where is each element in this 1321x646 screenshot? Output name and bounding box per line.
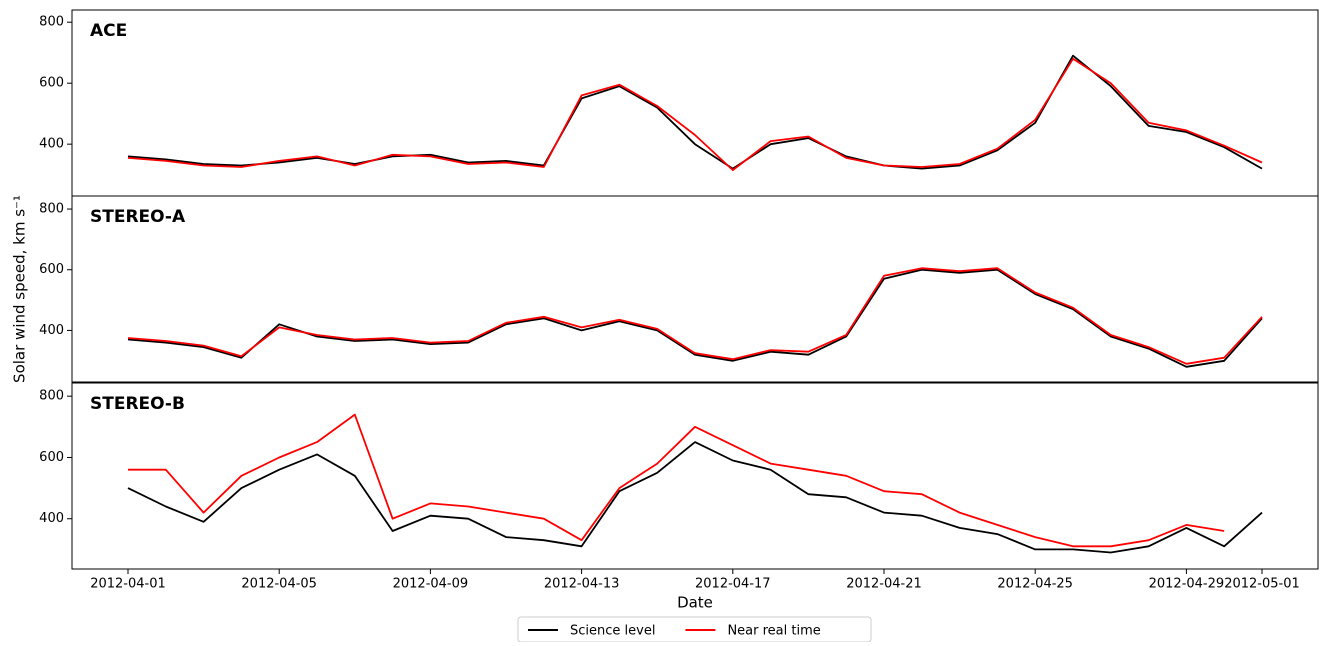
series-line: [127, 54, 1263, 170]
x-tick-label: 2012-04-25: [997, 577, 1073, 592]
x-tick-label: 2012-04-29: [1149, 577, 1225, 592]
x-tick-label: 2012-04-13: [544, 577, 620, 592]
y-tick-label: 800: [39, 15, 64, 30]
y-tick-label: 800: [39, 389, 64, 404]
legend: Science level Near real time: [517, 616, 872, 643]
panel-frame: [71, 9, 1319, 197]
x-axis-label: Date: [677, 594, 713, 612]
x-tick-label: 2012-05-01: [1224, 577, 1300, 592]
y-tick-label: 400: [39, 323, 64, 338]
y-axis-label: Solar wind speed, km s⁻¹: [11, 195, 29, 383]
series-line: [127, 441, 1263, 554]
y-tick-label: 600: [39, 262, 64, 277]
x-tick-label: 2012-04-01: [90, 577, 166, 592]
y-tick-label: 600: [39, 450, 64, 465]
x-tick-label: 2012-04-21: [846, 577, 922, 592]
y-tick-label: 800: [39, 202, 64, 217]
series-line: [127, 57, 1263, 171]
panel-title: ACE: [90, 21, 127, 41]
series-line: [127, 267, 1263, 365]
x-tick-label: 2012-04-17: [695, 577, 771, 592]
series-line: [128, 413, 1225, 548]
panel-frame: [71, 195, 1319, 383]
panel-frame: [71, 382, 1319, 570]
legend-label: Near real time: [727, 624, 820, 639]
y-tick-label: 400: [39, 511, 64, 526]
series-line: [127, 268, 1263, 368]
y-tick-label: 400: [39, 137, 64, 152]
panel-title: STEREO-A: [90, 207, 186, 227]
y-tick-label: 600: [39, 76, 64, 91]
x-tick-label: 2012-04-09: [393, 577, 469, 592]
x-tick-label: 2012-04-05: [241, 577, 317, 592]
panel-title: STEREO-B: [90, 394, 185, 414]
legend-label: Science level: [570, 624, 655, 639]
